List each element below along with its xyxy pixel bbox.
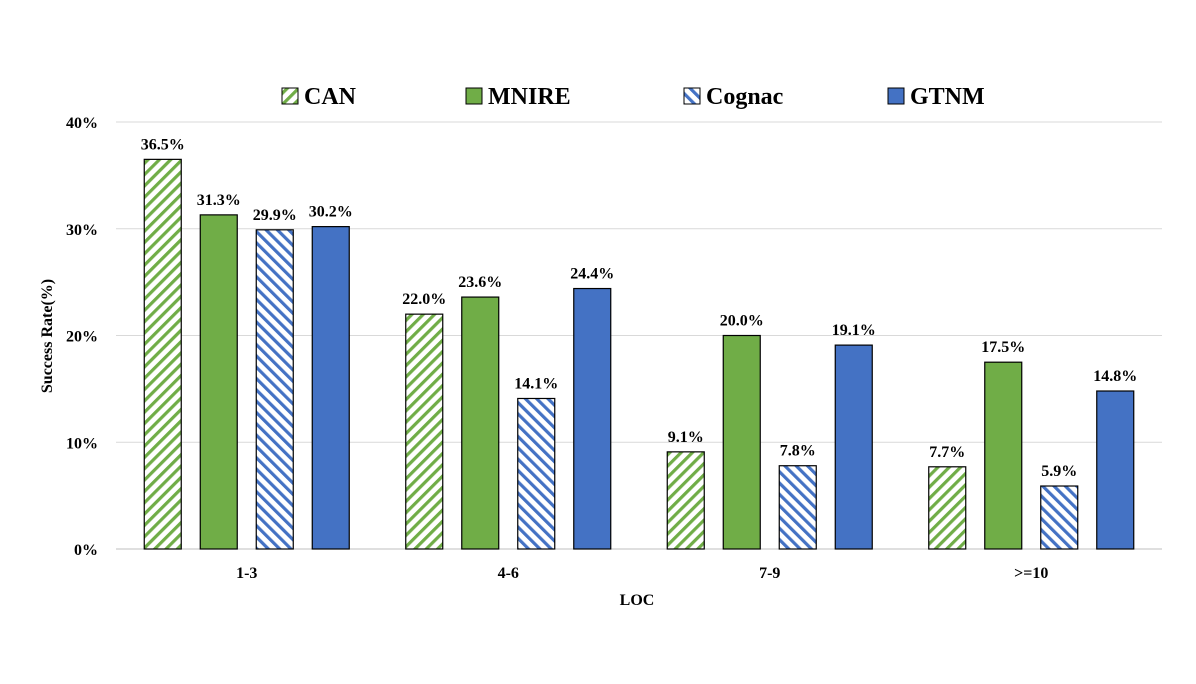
data-label: 7.8% xyxy=(780,443,816,460)
bar-gtnm-4 xyxy=(1096,390,1135,550)
data-label: 30.2% xyxy=(309,204,353,221)
x-tick-label: 7-9 xyxy=(759,565,780,582)
legend-label-mnire: MNIRE xyxy=(488,84,571,110)
bar-gtnm-1 xyxy=(311,226,350,550)
legend-swatch-can xyxy=(281,87,299,105)
data-label: 20.0% xyxy=(720,313,764,330)
legend-label-cognac: Cognac xyxy=(706,84,784,110)
data-label: 22.0% xyxy=(402,291,446,308)
legend-label-can: CAN xyxy=(304,84,357,110)
data-labels: 36.5% 31.3% 29.9% 30.2% 22.0% 23.6% 14.1% 24.4%… xyxy=(141,136,1138,480)
data-label: 23.6% xyxy=(458,274,502,291)
bar-mnire-2 xyxy=(461,296,500,550)
y-tick-label: 40% xyxy=(66,115,98,132)
y-tick-label: 0% xyxy=(74,542,98,559)
bar-gtnm-2 xyxy=(573,287,612,550)
y-axis-ticks: 0% 10% 20% 30% 40% xyxy=(66,115,98,559)
legend-swatch-mnire xyxy=(465,87,483,105)
bar-cognac-3 xyxy=(778,465,817,550)
data-label: 24.4% xyxy=(570,266,614,283)
bar-mnire-3 xyxy=(722,334,761,550)
x-axis-title: LOC xyxy=(620,592,655,609)
legend-label-gtnm: GTNM xyxy=(910,84,985,110)
bar-mnire-4 xyxy=(984,361,1023,550)
bar-cognac-4 xyxy=(1040,485,1079,550)
data-label: 17.5% xyxy=(981,339,1025,356)
data-label: 5.9% xyxy=(1041,463,1077,480)
legend: CAN MNIRE Cognac GTNM xyxy=(281,84,985,110)
data-label: 9.1% xyxy=(668,429,704,446)
bar-mnire-1 xyxy=(199,214,238,550)
x-tick-label: 1-3 xyxy=(236,565,257,582)
data-label: 14.8% xyxy=(1093,368,1137,385)
data-label: 36.5% xyxy=(141,136,185,153)
y-tick-label: 20% xyxy=(66,329,98,346)
y-tick-label: 30% xyxy=(66,222,98,239)
bar-cognac-2 xyxy=(517,397,556,550)
y-tick-label: 10% xyxy=(66,435,98,452)
bar-can-1 xyxy=(143,158,182,550)
bar-can-2 xyxy=(405,313,444,550)
y-axis-title: Success Rate(%) xyxy=(39,279,56,393)
data-label: 7.7% xyxy=(929,444,965,461)
data-label: 31.3% xyxy=(197,192,241,209)
bar-cognac-1 xyxy=(255,229,294,550)
legend-swatch-gtnm xyxy=(887,87,905,105)
bar-gtnm-3 xyxy=(834,344,873,550)
x-tick-label: 4-6 xyxy=(498,565,519,582)
x-axis-ticks: 1-3 4-6 7-9 >=10 xyxy=(236,565,1048,582)
x-tick-label: >=10 xyxy=(1014,565,1048,582)
bar-can-4 xyxy=(928,466,967,550)
data-label: 14.1% xyxy=(514,375,558,392)
data-label: 29.9% xyxy=(253,207,297,224)
bars xyxy=(143,158,1135,550)
bar-can-3 xyxy=(666,451,705,550)
legend-swatch-cognac xyxy=(683,87,701,105)
data-label: 19.1% xyxy=(832,322,876,339)
